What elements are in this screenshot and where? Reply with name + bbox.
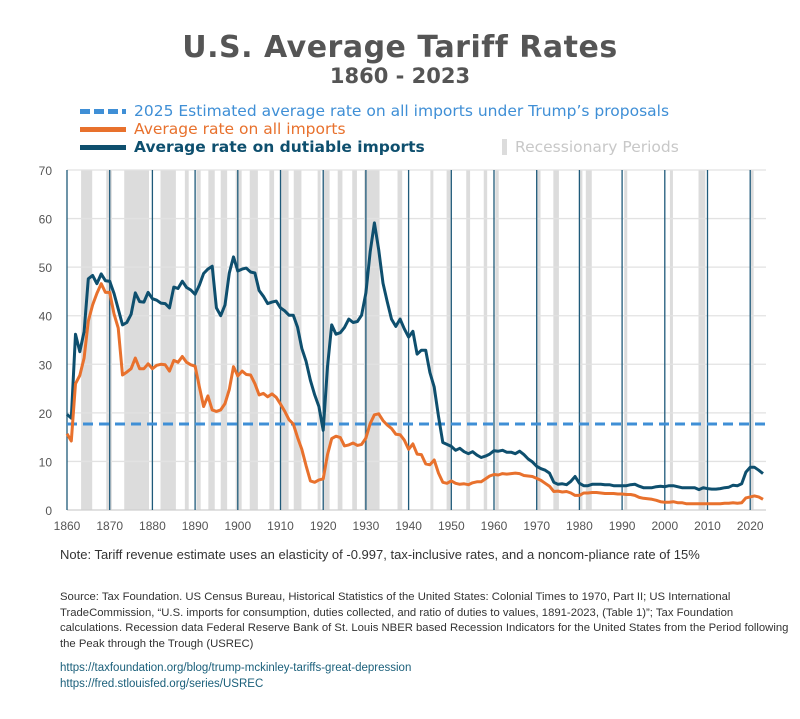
legend-navy-swatch xyxy=(80,144,126,150)
x-tick-label: 1950 xyxy=(438,519,465,533)
recession-band xyxy=(466,170,471,510)
x-tick-label: 1960 xyxy=(481,519,508,533)
legend-orange-swatch xyxy=(80,126,126,132)
x-tick-label: 1870 xyxy=(96,519,123,533)
y-tick-label: 70 xyxy=(39,164,53,178)
recession-band xyxy=(352,170,357,510)
recession-band xyxy=(280,170,289,510)
x-tick-label: 1930 xyxy=(353,519,380,533)
recession-band xyxy=(184,170,189,510)
recession-band xyxy=(208,170,215,510)
y-tick-label: 50 xyxy=(39,261,53,275)
recession-band xyxy=(750,170,754,510)
y-tick-label: 60 xyxy=(39,213,53,227)
link-taxfoundation[interactable]: https://taxfoundation.org/blog/trump-mck… xyxy=(60,662,412,674)
x-tick-label: 1970 xyxy=(523,519,550,533)
x-tick-label: 1990 xyxy=(609,519,636,533)
x-tick-label: 1890 xyxy=(182,519,209,533)
recession-band xyxy=(397,170,403,510)
recession-band xyxy=(446,170,451,510)
x-tick-label: 2000 xyxy=(651,519,678,533)
y-tick-label: 0 xyxy=(45,504,52,518)
x-tick-label: 1860 xyxy=(54,519,81,533)
legend-dutiable-label: Average rate on dutiable imports xyxy=(134,138,425,156)
legend-dutiable: Average rate on dutiable imports xyxy=(80,138,425,156)
legend-estimate: 2025 Estimated average rate on all impor… xyxy=(80,102,669,120)
recession-band xyxy=(160,170,176,510)
recession-band xyxy=(585,170,592,510)
recession-band xyxy=(235,170,242,510)
dutiable-imports-line xyxy=(65,221,764,492)
recession-band xyxy=(220,170,228,510)
recession-band xyxy=(317,170,321,510)
link-fred[interactable]: https://fred.stlouisfed.org/series/USREC xyxy=(60,678,264,690)
chart-note: Note: Tariff revenue estimate uses an el… xyxy=(60,547,700,562)
legend-gray-swatch xyxy=(502,139,507,155)
all-imports-line xyxy=(65,282,764,506)
x-tick-label: 1910 xyxy=(267,519,294,533)
recession-band xyxy=(337,170,343,510)
y-tick-label: 30 xyxy=(39,358,53,372)
y-tick-label: 20 xyxy=(39,407,53,421)
recession-band xyxy=(430,170,434,510)
recession-band xyxy=(293,170,302,510)
chart-subtitle: 1860 - 2023 xyxy=(329,64,471,88)
y-tick-label: 40 xyxy=(39,310,53,324)
tariff-chart: 0 10 20 30 40 50 60 70 1860 1870 1880 1890 1900 1910 1… xyxy=(39,164,766,533)
recession-band xyxy=(579,170,583,510)
x-tick-label: 1940 xyxy=(395,519,422,533)
recession-band xyxy=(669,170,673,510)
legend-recession: Recessionary Periods xyxy=(502,138,679,156)
recession-band xyxy=(536,170,541,510)
recession-band xyxy=(269,170,275,510)
x-tick-label: 2010 xyxy=(694,519,721,533)
recession-band xyxy=(495,170,499,510)
recession-band xyxy=(124,170,149,510)
recession-band xyxy=(249,170,258,510)
chart-title: U.S. Average Tariff Rates xyxy=(182,30,618,65)
legend-estimate-label: 2025 Estimated average rate on all impor… xyxy=(134,102,670,120)
x-tick-label: 2020 xyxy=(737,519,764,533)
x-tick-label: 1880 xyxy=(139,519,166,533)
legend-all: Average rate on all imports xyxy=(80,120,346,138)
recession-band xyxy=(483,170,488,510)
legend-recession-label: Recessionary Periods xyxy=(515,138,679,156)
recession-band xyxy=(553,170,559,510)
recession-band xyxy=(698,170,706,510)
recession-band xyxy=(624,170,628,510)
x-tick-label: 1920 xyxy=(310,519,337,533)
chart-source: Source: Tax Foundation. US Census Bureau… xyxy=(60,591,789,650)
recession-band xyxy=(323,170,330,510)
y-tick-label: 10 xyxy=(39,455,53,469)
recession-band xyxy=(196,170,201,510)
legend-all-label: Average rate on all imports xyxy=(134,120,346,138)
x-tick-label: 1980 xyxy=(566,519,593,533)
x-tick-label: 1900 xyxy=(224,519,251,533)
legend-dashed-swatch xyxy=(80,108,126,114)
